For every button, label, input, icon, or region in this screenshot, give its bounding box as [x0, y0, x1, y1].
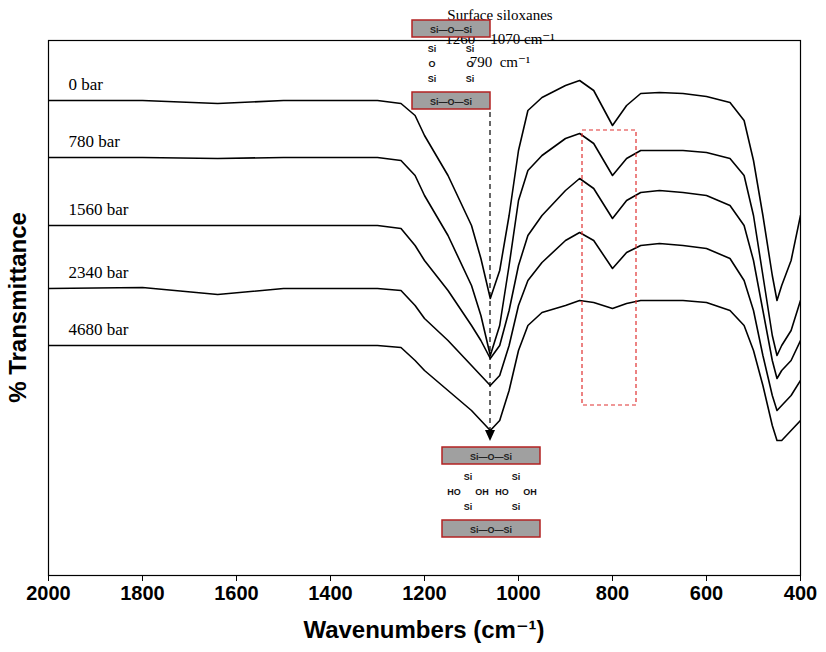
svg-text:Si: Si — [466, 74, 475, 84]
svg-text:1000: 1000 — [496, 582, 541, 604]
svg-text:Si: Si — [512, 472, 521, 482]
svg-text:O: O — [428, 59, 435, 69]
svg-text:HO: HO — [447, 487, 461, 497]
svg-text:Si: Si — [466, 44, 475, 54]
svg-text:HO: HO — [495, 487, 509, 497]
svg-text:Wavenumbers (cm⁻¹): Wavenumbers (cm⁻¹) — [303, 616, 544, 643]
svg-text:2340 bar: 2340 bar — [69, 263, 129, 282]
svg-text:0 bar: 0 bar — [69, 75, 104, 94]
svg-text:Si—O—Si: Si—O—Si — [430, 97, 472, 107]
svg-text:1560 bar: 1560 bar — [69, 200, 129, 219]
svg-text:% Transmittance: % Transmittance — [4, 212, 31, 403]
svg-text:1400: 1400 — [308, 582, 353, 604]
svg-text:O: O — [466, 59, 473, 69]
svg-text:Si: Si — [464, 502, 473, 512]
svg-text:OH: OH — [475, 487, 489, 497]
svg-text:Si: Si — [512, 502, 521, 512]
svg-text:790 cm⁻¹: 790 cm⁻¹ — [470, 54, 531, 70]
svg-text:600: 600 — [690, 582, 723, 604]
svg-text:1260 – 1070 cm⁻¹: 1260 – 1070 cm⁻¹ — [445, 31, 555, 47]
svg-text:800: 800 — [596, 582, 629, 604]
svg-text:Si: Si — [464, 472, 473, 482]
svg-text:Si—O—Si: Si—O—Si — [470, 452, 512, 462]
svg-text:OH: OH — [523, 487, 537, 497]
svg-text:1800: 1800 — [120, 582, 165, 604]
svg-text:Si: Si — [428, 44, 437, 54]
svg-text:400: 400 — [784, 582, 817, 604]
svg-text:780 bar: 780 bar — [69, 132, 121, 151]
svg-text:Si—O—Si: Si—O—Si — [430, 25, 472, 35]
svg-text:Si: Si — [428, 74, 437, 84]
svg-text:1600: 1600 — [214, 582, 259, 604]
svg-text:1200: 1200 — [402, 582, 447, 604]
svg-text:4680 bar: 4680 bar — [69, 320, 129, 339]
svg-text:Si—O—Si: Si—O—Si — [470, 525, 512, 535]
svg-text:Surface siloxanes: Surface siloxanes — [447, 7, 553, 23]
svg-text:2000: 2000 — [26, 582, 71, 604]
